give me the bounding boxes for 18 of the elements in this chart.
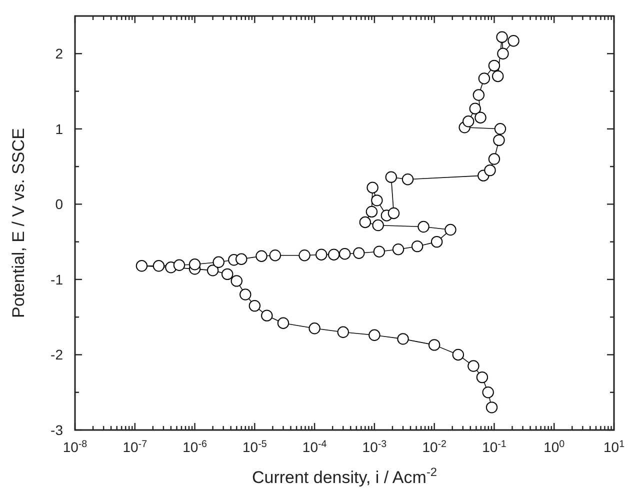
- x-tick-label: 10$^{-5}$: [242, 438, 268, 455]
- y-tick-label: -2: [50, 346, 64, 363]
- x-tick-label: 10$^{-8}$: [62, 438, 88, 455]
- x-tick-label: 10$^{-2}$: [422, 438, 446, 455]
- x-tick-label: 10$^{1}$: [603, 438, 625, 455]
- x-tick-label: 10$^{-1}$: [482, 438, 506, 455]
- x-tick-label: 10$^{-3}$: [362, 438, 388, 455]
- x-axis-title: Current density, i / Acm$^{-2}$: [252, 465, 438, 487]
- y-tick-label: 2: [55, 46, 64, 62]
- x-tick-label: 10$^{-4}$: [302, 438, 328, 455]
- y-axis-title: Potential, E / V vs. SSCE: [9, 128, 28, 318]
- y-tick-label: 1: [55, 120, 64, 137]
- x-tick-label: 10$^{-6}$: [182, 438, 208, 455]
- x-tick-label: 10$^{-7}$: [122, 438, 148, 455]
- x-tick-label: 10$^{0}$: [544, 438, 566, 455]
- y-tick-label: -1: [50, 271, 64, 288]
- y-tick-label: -3: [50, 422, 64, 438]
- y-tick-label: 0: [55, 196, 64, 212]
